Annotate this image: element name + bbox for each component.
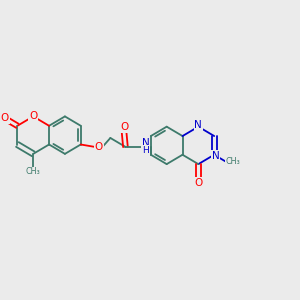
Text: CH₃: CH₃ <box>26 167 40 176</box>
Text: O: O <box>94 142 103 152</box>
Text: N: N <box>212 151 220 161</box>
Text: H: H <box>142 146 149 155</box>
Text: O: O <box>120 122 128 132</box>
Text: CH₃: CH₃ <box>225 158 240 166</box>
Text: O: O <box>1 113 9 123</box>
Text: N: N <box>142 138 150 148</box>
Text: N: N <box>194 121 202 130</box>
Text: O: O <box>29 111 38 122</box>
Text: O: O <box>194 178 202 188</box>
